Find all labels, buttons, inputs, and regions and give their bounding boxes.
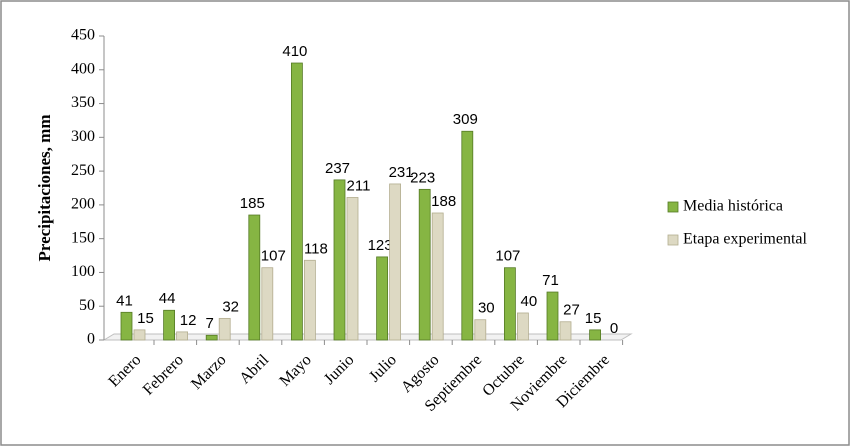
- y-tick-label: 400: [71, 60, 95, 77]
- data-label: 15: [585, 310, 602, 327]
- bar: [261, 267, 274, 341]
- bar: [248, 214, 261, 341]
- data-label: 223: [410, 169, 435, 186]
- data-label: 71: [542, 272, 559, 289]
- bar: [559, 321, 572, 341]
- bar: [176, 331, 189, 341]
- y-tick-label: 200: [71, 196, 95, 213]
- data-label: 15: [137, 310, 154, 327]
- bar: [589, 329, 601, 341]
- y-tick-label: 450: [71, 27, 95, 44]
- data-label: 309: [453, 111, 478, 128]
- data-label: 123: [368, 237, 393, 254]
- bar: [461, 130, 474, 341]
- data-label: 107: [261, 248, 286, 265]
- data-label: 12: [180, 312, 197, 329]
- bar: [303, 259, 316, 341]
- data-label: 44: [159, 290, 176, 307]
- data-label: 7: [206, 315, 214, 332]
- bar: [517, 312, 529, 341]
- data-label: 40: [521, 293, 538, 310]
- bar: [546, 291, 559, 341]
- bar: [418, 188, 431, 341]
- data-label: 107: [495, 248, 520, 265]
- data-label: 185: [240, 195, 265, 212]
- bar: [431, 212, 444, 341]
- y-tick-label: 250: [71, 162, 95, 179]
- bar: [376, 256, 389, 341]
- y-tick-label: 300: [71, 128, 95, 145]
- data-label: 30: [478, 300, 495, 317]
- data-label: 211: [347, 177, 371, 194]
- legend-swatch: [667, 234, 679, 246]
- data-label: 32: [222, 298, 239, 315]
- bar: [205, 334, 218, 341]
- bar: [290, 62, 303, 341]
- y-tick-label: 50: [79, 297, 95, 314]
- data-label: 188: [431, 193, 456, 210]
- bar: [333, 179, 346, 341]
- data-label: 0: [610, 320, 618, 337]
- bar: [389, 183, 402, 341]
- data-label: 410: [282, 43, 307, 60]
- y-tick-label: 150: [71, 229, 95, 246]
- data-label: 41: [116, 292, 133, 309]
- bar: [133, 329, 146, 341]
- bar: [503, 267, 516, 341]
- legend-swatch: [667, 201, 679, 213]
- bar: [474, 319, 487, 341]
- y-tick-label: 350: [71, 94, 95, 111]
- data-label: 27: [563, 302, 580, 319]
- y-axis-label: Precipitaciones, mm: [35, 115, 54, 262]
- y-tick-label: 100: [71, 263, 95, 280]
- data-label: 231: [389, 164, 414, 181]
- legend-label: Etapa experimental: [683, 231, 807, 248]
- legend-label: Media histórica: [683, 198, 783, 215]
- bar: [346, 197, 359, 341]
- bar: [120, 311, 133, 341]
- data-label: 237: [325, 160, 350, 177]
- bar: [163, 309, 176, 341]
- data-label: 118: [304, 240, 328, 257]
- y-tick-label: 0: [87, 331, 95, 348]
- bar: [218, 317, 231, 341]
- floor: [102, 333, 633, 341]
